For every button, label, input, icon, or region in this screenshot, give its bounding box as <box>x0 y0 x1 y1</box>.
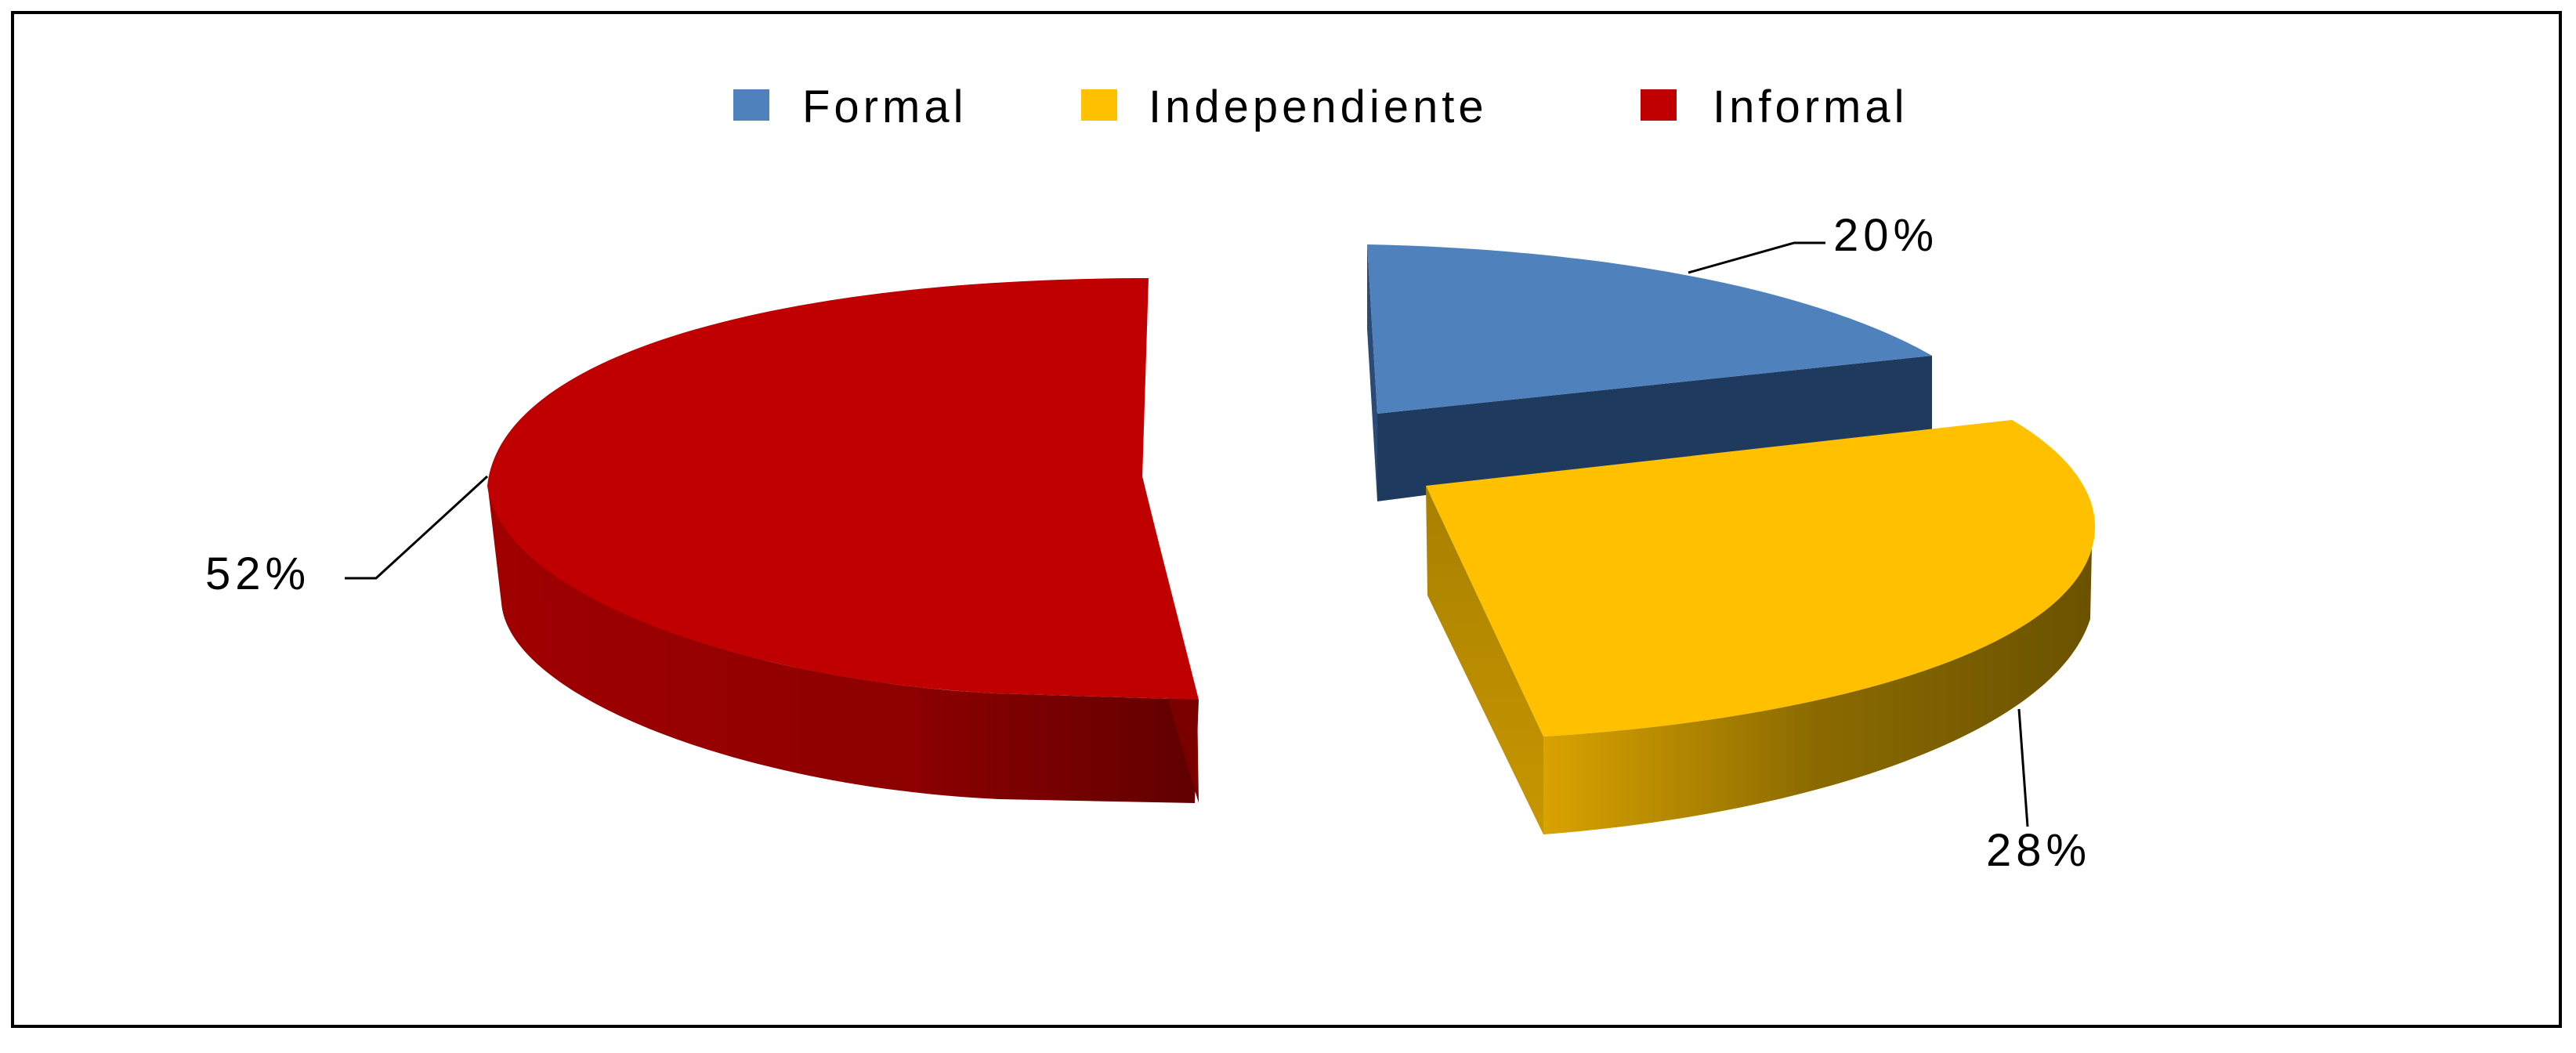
pie-slice-formal-side <box>1377 356 1932 501</box>
pie-slice-informal <box>487 278 1199 803</box>
leader-line-formal <box>1688 241 1825 274</box>
pie-slice-formal-cut <box>1367 244 1377 501</box>
legend-label-formal: Formal <box>802 81 967 132</box>
leader-line-independiente <box>2017 708 2029 827</box>
pie-slice-independiente-side <box>1543 548 2092 834</box>
leader-line-informal <box>345 475 489 580</box>
pie-slice-informal-top <box>487 278 1199 700</box>
chart-frame <box>11 11 2562 1028</box>
legend-swatch-informal <box>1641 89 1677 121</box>
pie-slice-independiente-top <box>1426 420 2096 736</box>
pie-slice-formal-top <box>1367 244 1932 414</box>
data-label-informal: 52% <box>205 548 310 599</box>
legend-label-informal: Informal <box>1713 81 1908 132</box>
pie-slice-independiente <box>1426 420 2096 834</box>
legend-item-informal: Informal <box>1641 81 1908 132</box>
legend: Formal Independiente Informal <box>733 81 1908 132</box>
legend-swatch-formal <box>733 89 769 121</box>
legend-label-independiente: Independiente <box>1149 81 1488 132</box>
data-label-formal: 20% <box>1833 210 1938 261</box>
data-label-independiente: 28% <box>1986 825 2091 876</box>
legend-item-formal: Formal <box>733 81 967 132</box>
legend-item-independiente: Independiente <box>1081 81 1488 132</box>
pie-slice-independiente-cut <box>1426 486 1543 834</box>
pie-slice-informal-side <box>487 483 1199 803</box>
pie-slice-formal <box>1367 244 1932 501</box>
legend-swatch-independiente <box>1081 89 1117 121</box>
